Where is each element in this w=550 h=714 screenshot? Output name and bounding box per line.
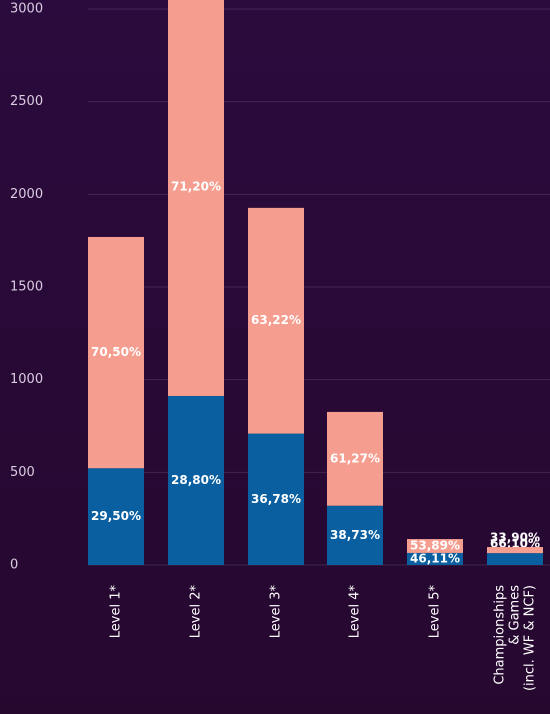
x-tick-label: Level 3*: [269, 585, 284, 639]
bar-segment: [407, 552, 463, 565]
x-tick-label: Level 5*: [428, 585, 443, 639]
bar-segment: [487, 547, 543, 554]
y-tick-label: 2500: [10, 94, 43, 109]
bar-segment: [327, 505, 383, 565]
share-label: 53,89%: [410, 539, 460, 553]
y-tick-label: 1000: [10, 372, 43, 387]
x-tick-label: Level 4*: [348, 585, 363, 639]
y-tick-label: 3000: [10, 2, 43, 17]
y-tick-label: 1500: [10, 280, 43, 295]
share-label: 46,11%: [410, 551, 460, 565]
share-label: 71,20%: [171, 180, 221, 194]
x-tick-label: (incl. WF & NCF): [523, 585, 538, 691]
bar-segment: [168, 395, 224, 565]
bar-segment: [487, 553, 543, 565]
share-label: 70,50%: [91, 345, 141, 359]
bar-segment: [248, 433, 304, 565]
share-label: 63,22%: [251, 313, 301, 327]
x-tick-label: & Games: [508, 585, 523, 645]
share-label: 61,27%: [330, 451, 380, 465]
x-tick-label: Level 1*: [109, 585, 124, 639]
x-tick-label: Level 2*: [189, 585, 204, 639]
y-tick-label: 500: [10, 465, 35, 480]
x-tick-label: Championships: [493, 585, 508, 685]
y-tick-label: 2000: [10, 187, 43, 202]
bar-segment: [88, 468, 144, 565]
y-tick-label: 0: [10, 558, 18, 573]
bar-segment: [168, 0, 224, 396]
share-label: 33,90%: [490, 531, 540, 545]
bar-segment: [407, 539, 463, 553]
bar-segment: [248, 207, 304, 434]
share-label: 28,80%: [171, 473, 221, 487]
bar-segment: [88, 236, 144, 469]
bar-segment: [327, 411, 383, 506]
share-label: 29,50%: [91, 509, 141, 523]
share-label: 36,78%: [251, 492, 301, 506]
share-label: 38,73%: [330, 528, 380, 542]
